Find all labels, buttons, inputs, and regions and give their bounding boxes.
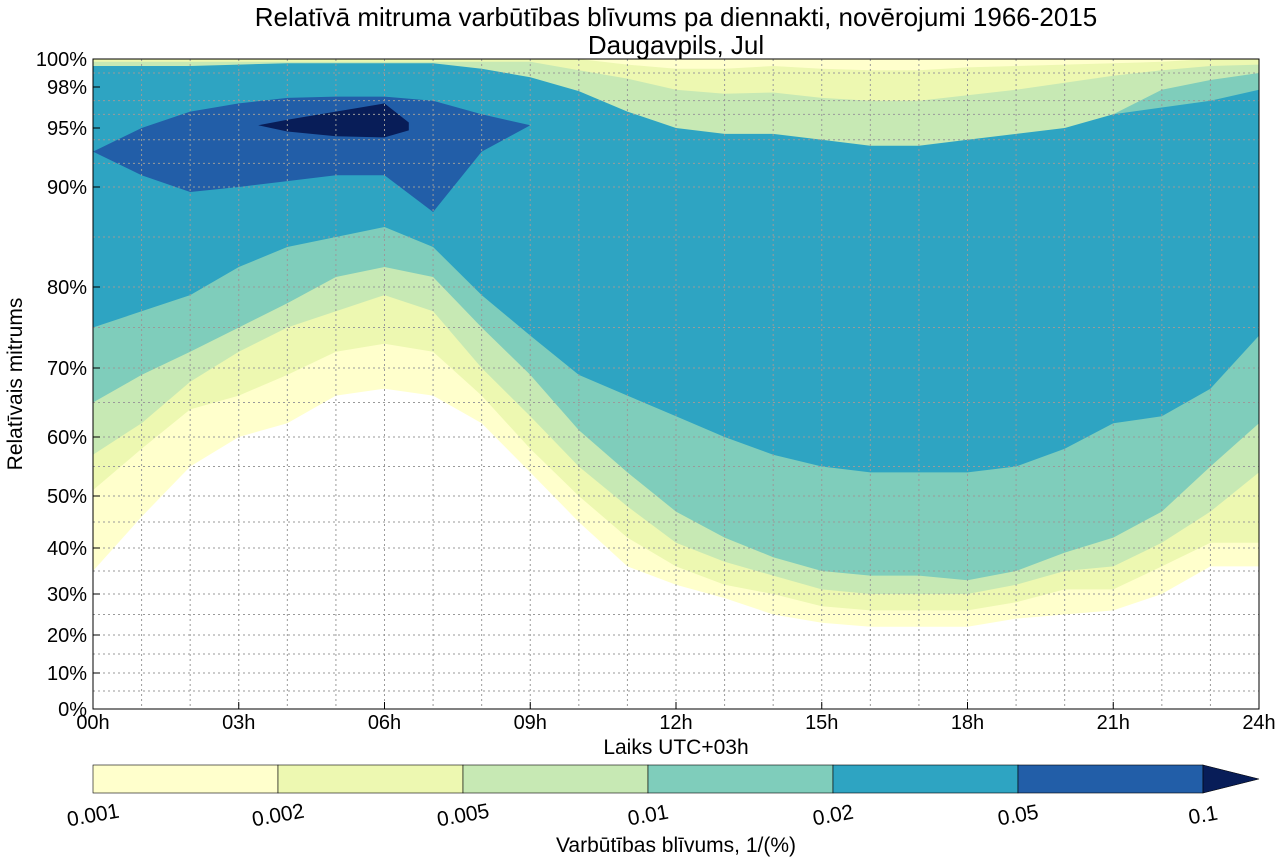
x-tick-label: 03h [222,712,255,734]
colorbar-segment [832,764,1019,794]
y-tick-label: 20% [47,625,87,647]
x-tick-label: 24h [1242,712,1275,734]
colorbar [92,764,1260,794]
x-tick-label: 06h [368,712,401,734]
y-axis-ticks: 0% 10% 20% 30% 40% 50% 60% 70% 80% 90% 95% 98% 100% [36,49,100,721]
y-tick-label: 40% [47,538,87,560]
y-tick-label: 30% [47,584,87,606]
colorbar-tick-label: 0.01 [626,801,670,831]
contour-region-0.05 [93,96,531,212]
colorbar-tick-label: 0.002 [250,800,306,832]
x-tick-label: 00h [76,712,109,734]
colorbar-tick-label: 0.005 [435,800,491,832]
colorbar-segment [92,764,279,794]
y-tick-label: 50% [47,486,87,508]
colorbar-tick-label: 0.05 [996,801,1040,831]
chart-title: Relatīvā mitruma varbūtības blīvums pa d… [255,2,1098,32]
y-tick-label: 70% [47,358,87,380]
colorbar-tick-label: 0.02 [811,801,855,831]
x-tick-label: 21h [1097,712,1130,734]
y-tick-label: 100% [36,49,87,71]
x-tick-label: 18h [951,712,984,734]
colorbar-segment [1017,764,1204,794]
colorbar-segment [647,764,834,794]
colorbar-tick-label: 0.1 [1187,802,1220,830]
contour-region-0.1 [258,103,409,138]
x-axis-ticks: 00h 03h 06h 09h 12h 15h 18h 21h 24h [76,702,1276,734]
x-axis-label: Laiks UTC+03h [603,736,748,759]
grid-layer [93,59,1259,709]
colorbar-ticks: 0.001 0.002 0.005 0.01 0.02 0.05 0.1 [65,800,1219,832]
chart-subtitle: Daugavpils, Jul [588,30,764,60]
plot-area [92,58,1260,710]
colorbar-segment [277,764,464,794]
y-axis-label: Relatīvais mitrums [4,298,27,471]
x-tick-label: 15h [805,712,838,734]
y-tick-label: 10% [47,663,87,685]
x-tick-label: 12h [659,712,692,734]
y-tick-label: 60% [47,427,87,449]
colorbar-tick-label: 0.001 [65,800,121,832]
y-tick-label: 0% [58,699,87,721]
colorbar-label: Varbūtības blīvums, 1/(%) [556,834,796,857]
x-tick-label: 09h [514,712,547,734]
y-tick-label: 95% [47,118,87,140]
y-tick-label: 90% [47,177,87,199]
colorbar-extend-arrow [1202,764,1260,794]
y-tick-label: 98% [47,77,87,99]
colorbar-segment [462,764,649,794]
y-tick-label: 80% [47,277,87,299]
